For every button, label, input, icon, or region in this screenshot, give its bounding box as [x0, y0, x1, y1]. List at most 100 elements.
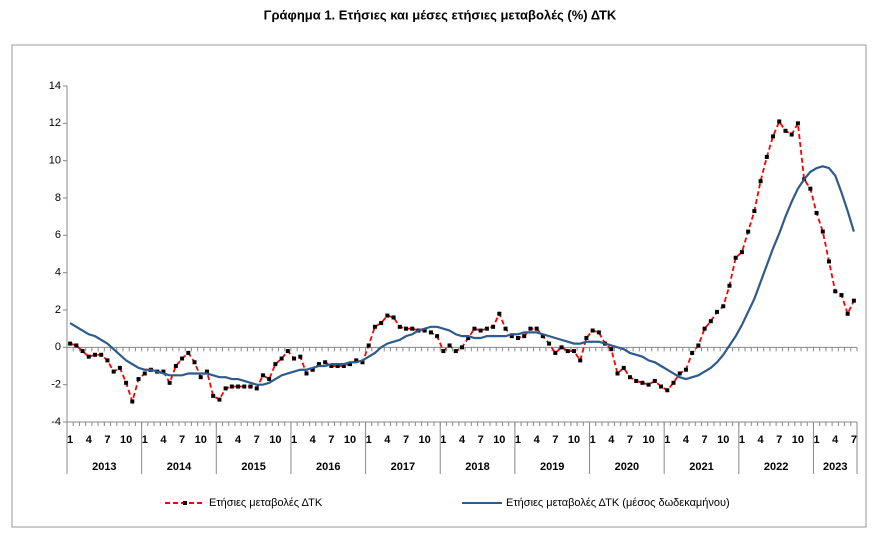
data-marker — [733, 255, 738, 260]
data-marker — [690, 350, 695, 355]
data-marker — [851, 298, 856, 303]
data-marker — [715, 309, 720, 314]
y-tick-label: 12 — [49, 117, 61, 129]
year-label: 2020 — [615, 461, 639, 473]
data-marker — [845, 311, 850, 316]
y-tick-label: -4 — [51, 416, 61, 428]
data-marker — [285, 349, 290, 354]
legend-label: Ετήσιες μεταβολές ΔΤΚ (μέσος δωδεκαμήνου… — [506, 497, 730, 509]
data-marker — [559, 345, 564, 350]
data-marker — [553, 350, 558, 355]
data-marker — [727, 283, 732, 288]
x-tick-label: 4 — [832, 434, 839, 446]
x-tick-label: 7 — [627, 434, 633, 446]
data-marker — [752, 209, 757, 214]
year-label: 2018 — [465, 461, 489, 473]
data-marker — [820, 229, 825, 234]
data-marker — [484, 326, 489, 331]
y-tick-label: 6 — [55, 229, 61, 241]
data-marker — [609, 347, 614, 352]
data-marker — [161, 369, 166, 374]
data-marker — [267, 377, 272, 382]
data-marker — [491, 324, 496, 329]
data-marker — [534, 326, 539, 331]
series-line — [69, 119, 855, 405]
data-marker — [68, 341, 73, 346]
data-marker — [354, 358, 359, 363]
x-tick-label: 4 — [758, 434, 765, 446]
y-tick-label: 0 — [55, 341, 61, 353]
data-marker — [808, 186, 813, 191]
x-tick-label: 7 — [403, 434, 409, 446]
data-marker — [515, 336, 520, 340]
x-tick-label: 4 — [235, 434, 242, 446]
data-marker — [739, 250, 744, 255]
data-marker — [192, 360, 197, 365]
data-marker — [696, 343, 701, 348]
data-marker — [180, 356, 185, 361]
data-marker — [659, 384, 664, 389]
data-marker — [379, 321, 384, 326]
data-marker — [758, 179, 763, 184]
x-tick-label: 10 — [568, 434, 580, 446]
year-label: 2021 — [689, 461, 713, 473]
x-tick-label: 4 — [310, 434, 317, 446]
data-marker — [497, 311, 502, 316]
x-tick-label: 7 — [851, 434, 857, 446]
data-marker — [254, 386, 259, 391]
data-marker — [621, 365, 626, 370]
data-marker — [441, 349, 446, 354]
data-marker — [292, 356, 297, 361]
data-marker — [279, 356, 284, 361]
data-marker — [428, 330, 433, 335]
x-tick-label: 7 — [776, 434, 782, 446]
data-marker — [783, 128, 788, 133]
year-label: 2015 — [241, 461, 265, 473]
x-tick-label: 7 — [104, 434, 110, 446]
data-marker — [310, 367, 315, 372]
x-tick-label: 10 — [493, 434, 505, 446]
x-tick-label: 1 — [515, 434, 521, 446]
data-marker — [571, 349, 576, 354]
data-marker — [341, 364, 346, 368]
x-tick-label: 1 — [291, 434, 297, 446]
data-marker — [833, 289, 838, 294]
x-tick-label: 4 — [534, 434, 541, 446]
data-marker — [211, 393, 216, 398]
data-marker — [708, 319, 713, 324]
data-marker — [422, 328, 427, 333]
data-marker — [634, 378, 639, 383]
data-marker — [460, 345, 464, 350]
x-tick-label: 1 — [590, 434, 596, 446]
year-label: 2022 — [764, 461, 788, 473]
x-tick-label: 10 — [642, 434, 654, 446]
data-marker — [578, 358, 583, 363]
data-marker — [236, 384, 241, 389]
year-label: 2016 — [316, 461, 340, 473]
x-tick-label: 4 — [608, 434, 615, 446]
data-marker — [652, 378, 657, 383]
data-marker — [397, 324, 402, 329]
data-marker — [522, 334, 527, 339]
data-marker — [584, 336, 589, 340]
x-tick-label: 4 — [459, 434, 466, 446]
x-tick-label: 4 — [86, 434, 93, 446]
data-marker — [777, 119, 782, 124]
data-marker — [124, 380, 129, 385]
data-marker — [366, 343, 371, 348]
x-tick-label: 10 — [269, 434, 281, 446]
data-marker — [92, 352, 97, 357]
data-marker — [590, 328, 595, 333]
data-marker — [565, 349, 570, 354]
data-marker — [627, 375, 632, 380]
data-marker — [360, 360, 365, 365]
x-tick-label: 10 — [792, 434, 804, 446]
data-marker — [478, 328, 483, 333]
year-label: 2017 — [391, 461, 415, 473]
data-marker — [665, 388, 670, 393]
legend-label: Ετήσιες μεταβολές ΔΤΚ — [209, 497, 323, 509]
data-marker — [86, 354, 91, 359]
data-marker — [702, 326, 707, 331]
data-marker — [273, 362, 278, 367]
